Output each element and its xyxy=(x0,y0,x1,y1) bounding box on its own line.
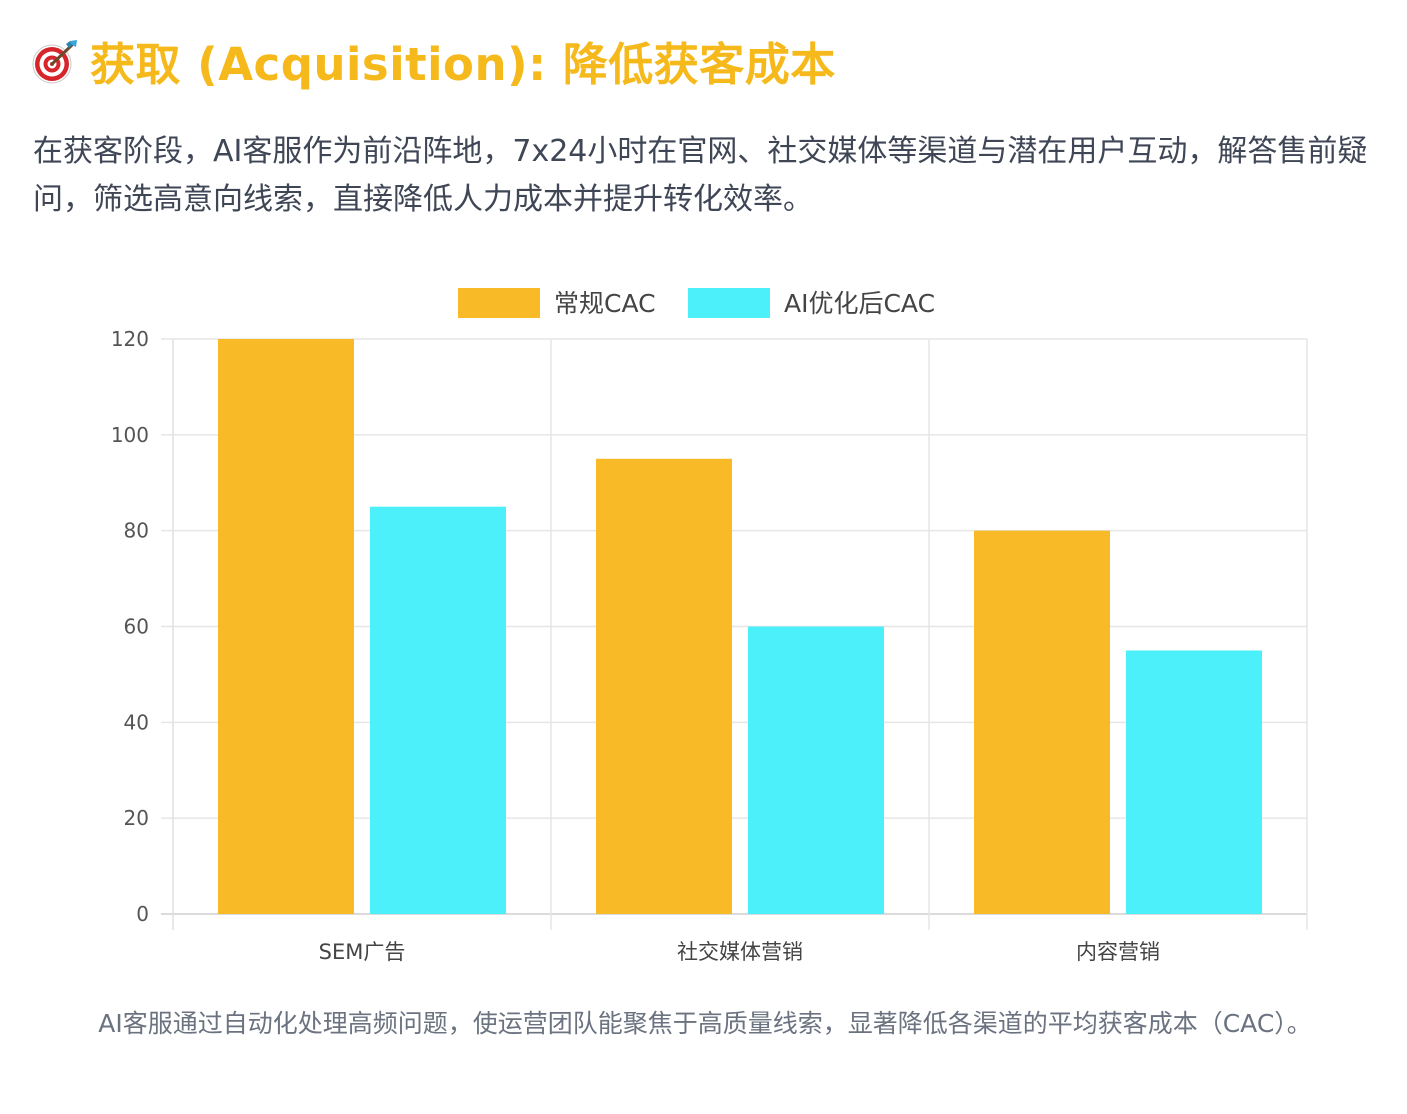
y-tick-label: 100 xyxy=(111,423,149,447)
intro-paragraph: 在获客阶段，AI客服作为前沿阵地，7x24小时在官网、社交媒体等渠道与潜在用户互… xyxy=(33,134,1368,217)
bar-ai-2 xyxy=(748,626,884,914)
y-tick-label: 60 xyxy=(124,615,149,639)
bar-regular-3 xyxy=(974,530,1110,914)
chart-legend: 常规CAC AI优化后CAC xyxy=(458,288,935,318)
y-tick-label: 120 xyxy=(111,327,149,351)
y-tick-label: 40 xyxy=(124,710,149,734)
chart-caption: AI客服通过自动化处理高频问题，使运营团队能聚焦于高质量线索，显著降低各渠道的平… xyxy=(98,1009,1312,1038)
bar-regular-2 xyxy=(596,458,732,914)
header: 获取 (Acquisition): 降低获客成本 xyxy=(30,28,836,93)
y-axis-ticks: 0 20 40 60 80 100 120 xyxy=(111,327,149,926)
x-tick-label: SEM广告 xyxy=(319,940,406,964)
direct-hit-target-icon xyxy=(32,39,77,83)
legend-swatch xyxy=(688,288,770,318)
chart-bars xyxy=(218,339,1262,914)
bar-regular-1 xyxy=(218,339,354,914)
x-axis-ticks: SEM广告 社交媒体营销 内容营销 xyxy=(319,940,1160,964)
bar-ai-3 xyxy=(1126,650,1262,914)
cac-bar-chart: 常规CAC AI优化后CAC 0 20 40 60 80 100 120 SEM广告 社交媒体营… xyxy=(111,288,1308,964)
bar-ai-1 xyxy=(370,506,506,914)
y-tick-label: 20 xyxy=(124,806,149,830)
legend-label: 常规CAC xyxy=(554,289,656,318)
x-tick-label: 社交媒体营销 xyxy=(677,940,803,964)
y-tick-label: 80 xyxy=(124,519,149,543)
page-title: 获取 (Acquisition): 降低获客成本 xyxy=(90,38,836,91)
x-tick-label: 内容营销 xyxy=(1076,940,1160,964)
y-tick-label: 0 xyxy=(136,902,149,926)
legend-swatch xyxy=(458,288,540,318)
legend-label: AI优化后CAC xyxy=(784,289,935,318)
